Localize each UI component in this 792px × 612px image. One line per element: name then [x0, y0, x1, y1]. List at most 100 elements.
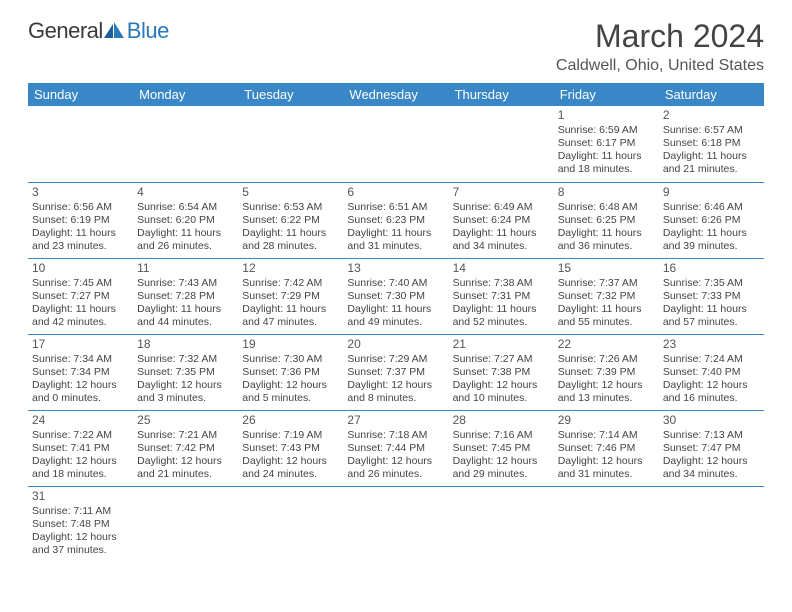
day-number: 5 [242, 185, 339, 200]
cell-text: and 18 minutes. [32, 468, 129, 481]
cell-text: Daylight: 12 hours [558, 455, 655, 468]
logo-text-blue: Blue [127, 18, 169, 44]
day-number: 28 [453, 413, 550, 428]
cell-text: Sunrise: 7:32 AM [137, 353, 234, 366]
cell-text: Sunrise: 7:14 AM [558, 429, 655, 442]
calendar-cell [28, 106, 133, 182]
cell-text: and 31 minutes. [558, 468, 655, 481]
cell-text: Sunset: 7:42 PM [137, 442, 234, 455]
day-number: 12 [242, 261, 339, 276]
cell-text: Sunset: 6:24 PM [453, 214, 550, 227]
day-number: 18 [137, 337, 234, 352]
cell-text: Sunset: 7:46 PM [558, 442, 655, 455]
cell-text: Sunrise: 7:43 AM [137, 277, 234, 290]
day-number: 3 [32, 185, 129, 200]
cell-text: Sunset: 7:36 PM [242, 366, 339, 379]
calendar-cell: 11Sunrise: 7:43 AMSunset: 7:28 PMDayligh… [133, 258, 238, 334]
day-number: 23 [663, 337, 760, 352]
cell-text: and 34 minutes. [663, 468, 760, 481]
calendar-cell: 12Sunrise: 7:42 AMSunset: 7:29 PMDayligh… [238, 258, 343, 334]
cell-text: and 23 minutes. [32, 240, 129, 253]
cell-text: Daylight: 11 hours [558, 227, 655, 240]
calendar-cell: 13Sunrise: 7:40 AMSunset: 7:30 PMDayligh… [343, 258, 448, 334]
cell-text: Daylight: 11 hours [453, 227, 550, 240]
calendar-cell: 18Sunrise: 7:32 AMSunset: 7:35 PMDayligh… [133, 334, 238, 410]
cell-text: and 39 minutes. [663, 240, 760, 253]
cell-text: Daylight: 11 hours [242, 227, 339, 240]
cell-text: Daylight: 11 hours [558, 303, 655, 316]
calendar-cell: 30Sunrise: 7:13 AMSunset: 7:47 PMDayligh… [659, 410, 764, 486]
cell-text: Sunrise: 7:34 AM [32, 353, 129, 366]
weekday-header-row: SundayMondayTuesdayWednesdayThursdayFrid… [28, 83, 764, 106]
day-number: 1 [558, 108, 655, 123]
day-number: 24 [32, 413, 129, 428]
day-number: 13 [347, 261, 444, 276]
calendar-cell: 27Sunrise: 7:18 AMSunset: 7:44 PMDayligh… [343, 410, 448, 486]
cell-text: Sunrise: 7:21 AM [137, 429, 234, 442]
cell-text: Sunset: 7:41 PM [32, 442, 129, 455]
day-number: 8 [558, 185, 655, 200]
cell-text: and 10 minutes. [453, 392, 550, 405]
calendar-cell [449, 106, 554, 182]
cell-text: Sunset: 7:33 PM [663, 290, 760, 303]
cell-text: Sunrise: 6:46 AM [663, 201, 760, 214]
weekday-header: Tuesday [238, 83, 343, 106]
cell-text: Sunrise: 7:19 AM [242, 429, 339, 442]
cell-text: Daylight: 12 hours [663, 379, 760, 392]
cell-text: Sunrise: 7:30 AM [242, 353, 339, 366]
cell-text: and 42 minutes. [32, 316, 129, 329]
cell-text: Sunrise: 7:16 AM [453, 429, 550, 442]
calendar-cell [659, 486, 764, 562]
weekday-header: Sunday [28, 83, 133, 106]
cell-text: Sunset: 7:34 PM [32, 366, 129, 379]
calendar-cell: 29Sunrise: 7:14 AMSunset: 7:46 PMDayligh… [554, 410, 659, 486]
cell-text: and 26 minutes. [347, 468, 444, 481]
calendar-row: 31Sunrise: 7:11 AMSunset: 7:48 PMDayligh… [28, 486, 764, 562]
cell-text: Sunset: 7:40 PM [663, 366, 760, 379]
logo-text-general: General [28, 18, 103, 44]
cell-text: and 57 minutes. [663, 316, 760, 329]
cell-text: Sunrise: 6:56 AM [32, 201, 129, 214]
day-number: 31 [32, 489, 129, 504]
cell-text: Daylight: 11 hours [663, 303, 760, 316]
cell-text: Sunset: 6:25 PM [558, 214, 655, 227]
cell-text: and 52 minutes. [453, 316, 550, 329]
day-number: 26 [242, 413, 339, 428]
day-number: 22 [558, 337, 655, 352]
calendar-cell: 24Sunrise: 7:22 AMSunset: 7:41 PMDayligh… [28, 410, 133, 486]
cell-text: and 13 minutes. [558, 392, 655, 405]
cell-text: Sunrise: 6:59 AM [558, 124, 655, 137]
calendar-cell [343, 106, 448, 182]
cell-text: Sunrise: 7:24 AM [663, 353, 760, 366]
calendar-cell [133, 106, 238, 182]
cell-text: Sunset: 6:17 PM [558, 137, 655, 150]
calendar-cell: 22Sunrise: 7:26 AMSunset: 7:39 PMDayligh… [554, 334, 659, 410]
cell-text: and 26 minutes. [137, 240, 234, 253]
cell-text: Sunset: 7:43 PM [242, 442, 339, 455]
cell-text: and 21 minutes. [137, 468, 234, 481]
cell-text: and 44 minutes. [137, 316, 234, 329]
weekday-header: Thursday [449, 83, 554, 106]
cell-text: Sunset: 6:18 PM [663, 137, 760, 150]
weekday-header: Saturday [659, 83, 764, 106]
cell-text: Sunset: 6:22 PM [242, 214, 339, 227]
weekday-header: Friday [554, 83, 659, 106]
cell-text: Sunrise: 6:53 AM [242, 201, 339, 214]
cell-text: and 28 minutes. [242, 240, 339, 253]
cell-text: Daylight: 12 hours [347, 379, 444, 392]
cell-text: and 5 minutes. [242, 392, 339, 405]
calendar-cell: 6Sunrise: 6:51 AMSunset: 6:23 PMDaylight… [343, 182, 448, 258]
calendar-cell: 26Sunrise: 7:19 AMSunset: 7:43 PMDayligh… [238, 410, 343, 486]
cell-text: Daylight: 12 hours [32, 455, 129, 468]
calendar-cell: 3Sunrise: 6:56 AMSunset: 6:19 PMDaylight… [28, 182, 133, 258]
cell-text: Sunset: 7:31 PM [453, 290, 550, 303]
calendar-cell: 10Sunrise: 7:45 AMSunset: 7:27 PMDayligh… [28, 258, 133, 334]
cell-text: Daylight: 12 hours [453, 455, 550, 468]
cell-text: Sunrise: 7:38 AM [453, 277, 550, 290]
calendar-cell: 23Sunrise: 7:24 AMSunset: 7:40 PMDayligh… [659, 334, 764, 410]
title-block: March 2024 Caldwell, Ohio, United States [556, 18, 764, 75]
cell-text: Sunset: 7:27 PM [32, 290, 129, 303]
calendar-cell [554, 486, 659, 562]
location: Caldwell, Ohio, United States [556, 57, 764, 75]
cell-text: Sunset: 6:26 PM [663, 214, 760, 227]
